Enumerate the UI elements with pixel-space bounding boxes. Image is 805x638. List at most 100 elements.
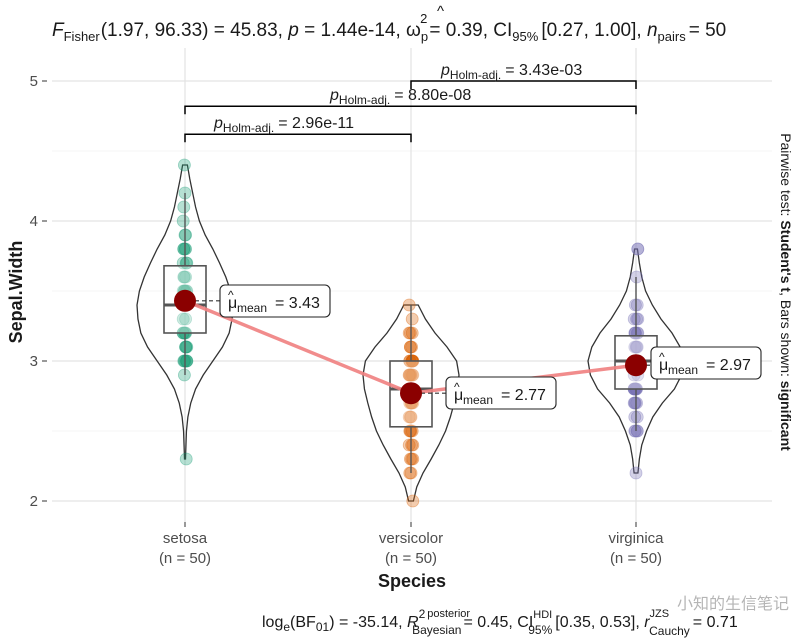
mean-label-sub: mean bbox=[237, 301, 267, 315]
bracket-label: pHolm-adj. = 8.80e-08 bbox=[329, 87, 471, 107]
data-point-virginica bbox=[630, 340, 644, 354]
caption: loge(BF01) = -35.14, R2 posterior Bayesian… bbox=[262, 607, 738, 638]
data-point-virginica bbox=[627, 312, 641, 326]
mean-label-value: = 3.43 bbox=[275, 295, 320, 312]
violin-versicolor bbox=[362, 304, 460, 502]
mean-point-setosa bbox=[174, 289, 196, 312]
data-point-setosa bbox=[177, 354, 191, 368]
significance-bracket bbox=[184, 105, 637, 115]
data-point-virginica bbox=[630, 410, 644, 424]
data-point-versicolor bbox=[403, 466, 417, 480]
data-point-versicolor bbox=[405, 424, 419, 438]
data-point-versicolor bbox=[402, 410, 416, 424]
data-point-virginica bbox=[628, 410, 642, 424]
omega-hat: ^ bbox=[437, 3, 444, 20]
data-point-setosa bbox=[179, 452, 193, 466]
data-point-versicolor bbox=[402, 298, 416, 312]
data-point-virginica bbox=[629, 466, 643, 480]
data-point-virginica bbox=[630, 298, 644, 312]
x-axis-title: Species bbox=[378, 571, 446, 591]
data-point-setosa bbox=[177, 200, 191, 214]
data-point-versicolor bbox=[405, 312, 419, 326]
mean-point-virginica bbox=[625, 354, 647, 377]
data-point-setosa bbox=[176, 312, 190, 326]
mean-label-sub: mean bbox=[668, 363, 698, 377]
data-point-setosa bbox=[179, 354, 193, 368]
data-point-virginica bbox=[628, 396, 642, 410]
data-point-virginica bbox=[631, 242, 645, 256]
data-point-versicolor bbox=[406, 368, 420, 382]
data-point-setosa bbox=[179, 312, 193, 326]
data-point-virginica bbox=[631, 312, 645, 326]
data-point-setosa bbox=[179, 340, 193, 354]
mean-label-hat: ^ bbox=[454, 380, 460, 394]
y-tick-label: 3 bbox=[30, 353, 38, 370]
bracket-label: pHolm-adj. = 2.96e-11 bbox=[213, 115, 354, 135]
data-point-virginica bbox=[630, 424, 644, 438]
data-point-versicolor bbox=[402, 368, 416, 382]
data-point-setosa bbox=[180, 340, 194, 354]
mean-point-versicolor bbox=[400, 382, 422, 405]
axes: 2 3 4 5 setosa (n = 50) versicolor (n = 50) virg… bbox=[30, 73, 665, 567]
x-tick-label: versicolor bbox=[379, 530, 443, 547]
violin-setosa bbox=[136, 164, 234, 460]
mean-label-mu: μ bbox=[228, 295, 237, 312]
data-point-versicolor bbox=[403, 424, 417, 438]
y-tick-label: 2 bbox=[30, 493, 38, 510]
mean-label-mu: μ bbox=[454, 387, 463, 404]
data-point-setosa bbox=[177, 158, 191, 172]
data-point-versicolor bbox=[403, 368, 417, 382]
y-tick-label: 4 bbox=[30, 213, 38, 230]
data-point-setosa bbox=[180, 354, 194, 368]
data-point-versicolor bbox=[402, 438, 416, 452]
mean-label-hat: ^ bbox=[659, 350, 665, 364]
data-point-versicolor bbox=[404, 368, 418, 382]
data-point-virginica bbox=[630, 340, 643, 354]
significance-bracket bbox=[410, 80, 637, 89]
data-point-versicolor bbox=[405, 326, 419, 340]
data-point-versicolor bbox=[402, 326, 416, 340]
data-point-setosa bbox=[177, 270, 191, 284]
data-point-setosa bbox=[177, 242, 191, 256]
x-tick-count: (n = 50) bbox=[159, 550, 211, 567]
means: ^μ mean = 3.43^μ mean = 2.77^μ mean = 2.97 bbox=[174, 284, 762, 410]
data-point-versicolor bbox=[402, 368, 416, 382]
watermark: 小知的生信笔记 bbox=[676, 594, 789, 613]
subtitle: FFisher(1.97, 96.33) = 45.83, p = 1.44e-… bbox=[52, 11, 726, 44]
brackets: pHolm-adj. = 2.96e-11 pHolm-adj. = 8.80e-08… bbox=[184, 62, 637, 143]
data-point-versicolor bbox=[403, 410, 417, 424]
significance-bracket bbox=[184, 133, 412, 143]
x-tick-label: setosa bbox=[163, 530, 208, 547]
data-point-versicolor bbox=[403, 368, 417, 382]
mean-label-value: = 2.97 bbox=[706, 357, 751, 374]
pairwise-test-label: Pairwise test: Student's t, Bars shown: … bbox=[778, 133, 794, 451]
data-point-versicolor bbox=[405, 368, 419, 382]
data-point-virginica bbox=[628, 340, 642, 354]
y-axis-title: Sepal.Width bbox=[6, 241, 26, 344]
data-point-versicolor bbox=[406, 452, 420, 466]
x-tick-count: (n = 50) bbox=[610, 550, 662, 567]
data-point-setosa bbox=[177, 242, 191, 256]
mean-label-sub: mean bbox=[463, 393, 493, 407]
grid bbox=[52, 48, 772, 522]
bracket-label: pHolm-adj. = 3.43e-03 bbox=[440, 62, 582, 82]
data-point-setosa bbox=[179, 270, 193, 284]
data-point-versicolor bbox=[406, 438, 420, 452]
x-tick-count: (n = 50) bbox=[385, 550, 437, 567]
mean-label-box bbox=[219, 284, 331, 318]
mean-label-box bbox=[650, 346, 762, 380]
data-point-virginica bbox=[628, 424, 642, 438]
data-point-virginica bbox=[629, 340, 643, 354]
mean-label-box bbox=[445, 376, 557, 410]
data-point-setosa bbox=[177, 270, 191, 284]
mean-label-mu: μ bbox=[659, 357, 668, 374]
x-tick-label: virginica bbox=[608, 530, 664, 547]
mean-label-value: = 2.77 bbox=[501, 387, 546, 404]
data-point-versicolor bbox=[406, 494, 420, 508]
data-point-virginica bbox=[630, 424, 644, 438]
data-point-virginica bbox=[627, 396, 641, 410]
data-point-setosa bbox=[180, 354, 194, 368]
violins bbox=[136, 164, 685, 502]
data-point-setosa bbox=[176, 214, 190, 228]
